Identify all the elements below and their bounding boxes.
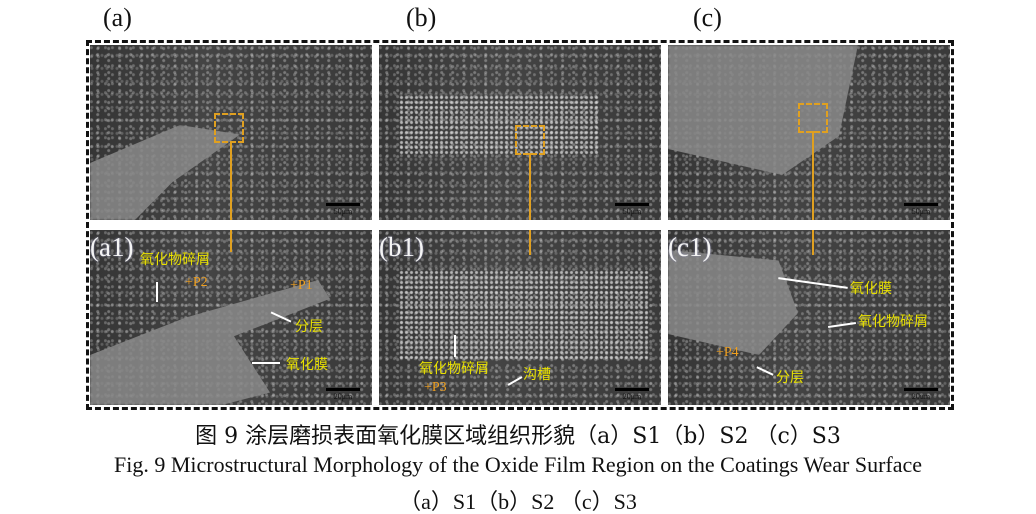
sem-image-c1: (c1) 氧化膜 氧化物碎屑 +P4 分层 20um <box>668 230 950 405</box>
sem-image-c: 50μm <box>668 45 950 220</box>
annotation-oxide-film: 氧化膜 <box>286 357 328 373</box>
scale-label: 20μm <box>622 392 642 401</box>
scale-label: 50μm <box>911 207 931 216</box>
annotation-debris: 氧化物碎屑 <box>140 252 210 268</box>
panel-label-a: (a) <box>103 3 132 32</box>
zoom-region-box <box>798 103 828 133</box>
caption-en: Fig. 9 Microstructural Morphology of the… <box>113 452 923 477</box>
sem-image-a: 50μm <box>90 45 372 220</box>
arrow-icon <box>252 362 280 364</box>
zoom-region-box <box>515 125 545 155</box>
scale-bar: 20μm <box>326 388 360 401</box>
panel-label-c: (c) <box>693 3 722 32</box>
sem-image-a1: (a1) 氧化物碎屑 +P2 +P1 分层 氧化膜 20μm <box>90 230 372 405</box>
zoom-region-box <box>214 113 244 143</box>
sem-image-b1: (b1) 氧化物碎屑 +P3 沟槽 20μm <box>379 230 661 405</box>
arrow-icon <box>778 277 848 289</box>
sem-image-b: 50μm <box>379 45 661 220</box>
point-p1: +P1 <box>290 278 313 293</box>
subpanel-label-a1: (a1) <box>90 232 134 262</box>
panel-label-b: (b) <box>406 3 437 32</box>
scale-bar: 20um <box>904 388 938 401</box>
caption-zh: 图 9 涂层磨损表面氧化膜区域组织形貌（a）S1（b）S2 （c）S3 <box>195 424 841 449</box>
arrow-icon <box>156 282 158 302</box>
caption-en-sub: （a）S1（b）S2 （c）S3 <box>399 489 637 514</box>
scale-bar: 50μm <box>326 203 360 216</box>
scale-bar: 20μm <box>615 388 649 401</box>
subpanel-label-c1: (c1) <box>668 232 712 262</box>
dashed-frame <box>86 40 954 410</box>
scale-label: 50μm <box>622 207 642 216</box>
annotation-debris: 氧化物碎屑 <box>419 361 489 377</box>
annotation-delamination: 分层 <box>776 370 804 386</box>
arrow-icon <box>756 366 774 376</box>
annotation-groove: 沟槽 <box>523 367 551 383</box>
scale-bar: 50μm <box>904 203 938 216</box>
point-p2: +P2 <box>185 275 208 290</box>
arrow-icon <box>827 322 857 328</box>
scale-bar: 50μm <box>615 203 649 216</box>
point-p4: +P4 <box>716 345 739 360</box>
scale-label: 20um <box>911 392 931 401</box>
arrow-icon <box>507 376 523 386</box>
annotation-oxide-film: 氧化膜 <box>850 281 892 297</box>
scale-label: 50μm <box>333 207 353 216</box>
point-p3: +P3 <box>424 380 447 395</box>
subpanel-label-b1: (b1) <box>379 232 424 262</box>
annotation-debris: 氧化物碎屑 <box>858 314 928 330</box>
annotation-delamination: 分层 <box>295 319 323 335</box>
scale-label: 20μm <box>333 392 353 401</box>
arrow-icon <box>454 335 456 357</box>
